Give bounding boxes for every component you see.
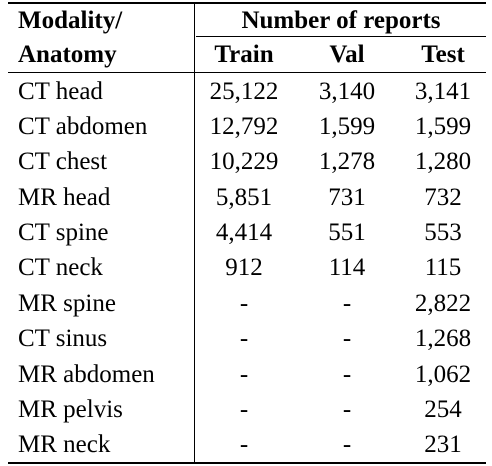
train-cell: 12,792 xyxy=(209,113,279,140)
table-row: CT chest 10,229 1,278 1,280 xyxy=(0,144,492,179)
test-cell: 732 xyxy=(424,184,462,211)
val-header: Val xyxy=(329,41,365,68)
test-cell: 1,268 xyxy=(414,325,472,352)
test-cell: 254 xyxy=(424,396,462,423)
train-cell: - xyxy=(239,431,249,458)
table-row: MR pelvis - - 254 xyxy=(0,392,492,427)
column-divider xyxy=(194,4,195,464)
test-cell: 231 xyxy=(424,431,462,458)
val-cell: 551 xyxy=(328,219,366,246)
val-cell: 1,599 xyxy=(318,113,376,140)
modality-cell: CT head xyxy=(18,78,103,105)
modality-header-line2: Anatomy xyxy=(18,41,117,68)
test-cell: 115 xyxy=(424,254,462,281)
train-cell: - xyxy=(239,325,249,352)
test-cell: 2,822 xyxy=(414,290,472,317)
group-underline xyxy=(196,36,486,37)
table-row: CT sinus - - 1,268 xyxy=(0,321,492,356)
header-row-2: Anatomy Train Val Test xyxy=(0,37,492,72)
test-cell: 1,280 xyxy=(414,148,472,175)
test-cell: 3,141 xyxy=(414,78,472,105)
table-row: CT abdomen 12,792 1,599 1,599 xyxy=(0,109,492,144)
modality-cell: MR pelvis xyxy=(18,396,123,423)
modality-cell: CT abdomen xyxy=(18,113,148,140)
train-cell: 5,851 xyxy=(215,184,273,211)
table-row: CT head 25,122 3,140 3,141 xyxy=(0,74,492,109)
table-row: MR spine - - 2,822 xyxy=(0,286,492,321)
modality-cell: CT neck xyxy=(18,254,103,281)
table-row: MR head 5,851 731 732 xyxy=(0,180,492,215)
test-cell: 1,599 xyxy=(414,113,472,140)
train-cell: 4,414 xyxy=(215,219,273,246)
number-of-reports-header: Number of reports xyxy=(241,7,441,34)
val-cell: - xyxy=(342,290,352,317)
test-cell: 553 xyxy=(424,219,462,246)
val-cell: - xyxy=(342,396,352,423)
train-header: Train xyxy=(214,41,274,68)
top-rule xyxy=(8,2,486,4)
modality-cell: CT spine xyxy=(18,219,109,246)
train-cell: 25,122 xyxy=(209,78,279,105)
modality-cell: MR head xyxy=(18,184,111,211)
val-cell: - xyxy=(342,431,352,458)
modality-cell: MR spine xyxy=(18,290,116,317)
table-row: MR abdomen - - 1,062 xyxy=(0,357,492,392)
val-cell: - xyxy=(342,361,352,388)
modality-cell: MR abdomen xyxy=(18,361,155,388)
train-cell: - xyxy=(239,396,249,423)
table-row: CT spine 4,414 551 553 xyxy=(0,215,492,250)
table-row: CT neck 912 114 115 xyxy=(0,250,492,285)
modality-cell: MR neck xyxy=(18,431,111,458)
val-cell: 114 xyxy=(328,254,366,281)
header-row-1: Modality/ Number of reports xyxy=(0,3,492,38)
modality-cell: CT chest xyxy=(18,148,108,175)
test-cell: 1,062 xyxy=(414,361,472,388)
modality-cell: CT sinus xyxy=(18,325,108,352)
train-cell: - xyxy=(239,290,249,317)
bottom-rule xyxy=(8,462,486,464)
train-cell: 912 xyxy=(225,254,263,281)
modality-header-line1: Modality/ xyxy=(18,7,123,34)
header-rule xyxy=(8,72,486,73)
val-cell: 3,140 xyxy=(318,78,376,105)
table-row: MR neck - - 231 xyxy=(0,427,492,462)
val-cell: - xyxy=(342,325,352,352)
train-cell: 10,229 xyxy=(209,148,279,175)
val-cell: 731 xyxy=(328,184,366,211)
train-cell: - xyxy=(239,361,249,388)
test-header: Test xyxy=(421,41,465,68)
val-cell: 1,278 xyxy=(318,148,376,175)
